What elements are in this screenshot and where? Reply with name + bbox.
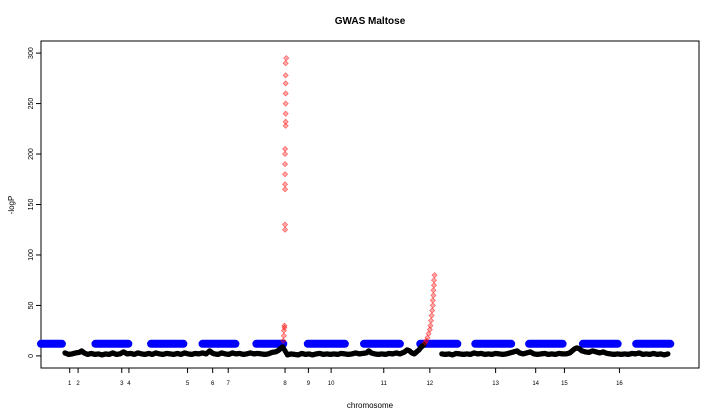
x-tick-label: 14 [532,381,539,387]
significant-point [282,161,289,168]
y-tick-label: 300 [28,47,35,59]
significant-point [430,277,438,284]
plot-frame [40,40,700,369]
y-tick-label: 50 [28,301,35,309]
significant-point [429,302,436,309]
significant-point [282,145,289,153]
significant-point [430,282,438,289]
significant-point [282,100,289,107]
x-tick-label: 4 [127,381,131,387]
y-tick-label: 0 [28,354,35,358]
significant-point [427,322,434,329]
x-tick-label: 10 [328,381,335,387]
significant-point [428,312,435,319]
significant-point [429,297,436,304]
significant-point [427,317,435,324]
x-axis-label: chromosome [347,401,394,410]
significant-point [282,221,289,228]
x-tick-label: 9 [307,381,311,387]
significant-point [430,287,437,294]
y-axis-label: -logP [7,196,16,215]
significant-point [430,292,437,299]
x-tick-label: 6 [211,381,215,387]
y-tick-label: 100 [28,249,35,261]
significant-point [282,226,289,233]
significant-point [431,272,438,279]
significant-point [282,60,289,67]
significant-point [282,181,289,188]
x-tick-label: 12 [426,381,433,387]
background-point [421,342,427,348]
significant-point [282,118,289,125]
significant-point [281,322,288,329]
significant-point [422,339,429,346]
significant-point [282,80,289,87]
x-tick-label: 1 [68,381,72,387]
x-tick-label: 15 [561,381,568,387]
significant-point [282,90,289,97]
significant-points [280,55,438,346]
significant-point [426,326,433,333]
x-tick-label: 13 [492,381,499,387]
y-tick-label: 250 [28,98,35,110]
x-tick-label: 8 [283,381,287,387]
x-tick-label: 16 [616,381,623,387]
significant-point [282,72,289,79]
y-axis: 0 50 100 150 200 250 300 [28,47,41,358]
significant-point [282,122,289,129]
significant-point [283,55,290,62]
significant-point [282,171,289,178]
significant-point [280,337,287,344]
chart-title: GWAS Maltose [335,16,406,27]
y-tick-label: 150 [28,199,35,211]
x-tick-label: 11 [381,381,388,387]
significant-point [282,186,289,193]
significant-point [280,332,287,339]
x-tick-label: 2 [76,381,80,387]
background-point [665,351,671,357]
x-tick-label: 5 [186,381,190,387]
significant-point [282,110,289,117]
x-axis: 1 2 3 4 5 6 7 8 9 10 11 12 13 14 15 16 [68,368,623,387]
significant-point [282,151,289,158]
y-tick-label: 200 [28,148,35,160]
x-tick-label: 3 [120,381,124,387]
significant-point [429,307,436,314]
x-tick-label: 7 [227,381,231,387]
background-points [62,342,671,358]
